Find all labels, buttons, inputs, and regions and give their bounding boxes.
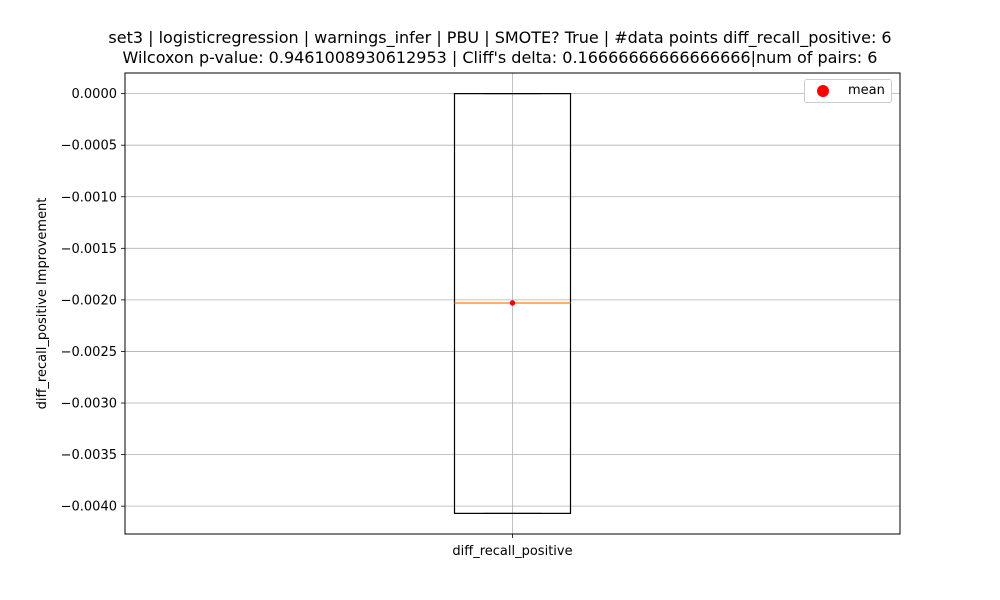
y-tick-label: −0.0030 <box>61 397 117 412</box>
chart-title-line-1: set3 | logisticregression | warnings_inf… <box>108 28 892 47</box>
y-tick-label: −0.0020 <box>61 293 117 308</box>
x-tick-label: diff_recall_positive <box>452 544 572 559</box>
axes: 0.0000 −0.0005 −0.0010 −0.0015 −0.0020 −0.002… <box>35 72 901 559</box>
legend-mean-label: mean <box>848 83 885 98</box>
y-tick-label: −0.0025 <box>61 345 117 360</box>
legend: mean <box>804 79 892 103</box>
mean-marker <box>509 300 516 306</box>
y-tick-label: −0.0010 <box>61 190 117 205</box>
y-axis-label: diff_recall_positive Improvement <box>35 198 50 410</box>
box-plot <box>453 93 572 514</box>
y-tick-label: −0.0035 <box>61 448 117 463</box>
y-tick-label: −0.0005 <box>61 139 117 154</box>
legend-mean-marker <box>817 85 829 97</box>
y-tick-label: 0.0000 <box>72 87 118 102</box>
y-tick-label: −0.0015 <box>61 242 117 257</box>
y-tick-label: −0.0040 <box>61 500 117 515</box>
chart-title-line-2: Wilcoxon p-value: 0.9461008930612953 | C… <box>122 48 878 67</box>
